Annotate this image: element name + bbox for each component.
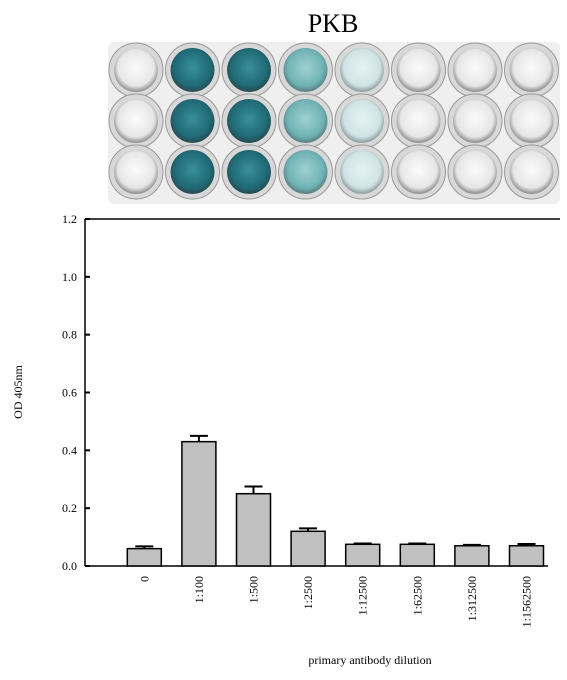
bar (346, 544, 380, 566)
y-axis-label: OD 405nm (11, 365, 25, 419)
x-tick-label: 1:12500 (356, 576, 370, 615)
bar (237, 494, 271, 566)
bar (291, 531, 325, 566)
well (397, 48, 441, 92)
y-tick-label: 0.0 (62, 559, 77, 573)
well (510, 150, 554, 194)
well (397, 150, 441, 194)
x-axis-label: primary antibody dilution (308, 653, 431, 667)
bar (127, 549, 161, 566)
bar (455, 546, 489, 566)
chart: PKB OD 405nm primary antibody dilution 0… (0, 0, 567, 675)
x-tick-label: 0 (137, 576, 151, 582)
x-tick-label: 1:2500 (301, 576, 315, 609)
bar (510, 546, 544, 566)
well (340, 48, 384, 92)
well (340, 99, 384, 143)
x-tick-label: 1:1562500 (520, 576, 534, 627)
well (227, 99, 271, 143)
y-tick-label: 0.8 (62, 328, 77, 342)
well (114, 99, 158, 143)
y-tick-label: 0.4 (62, 443, 77, 457)
well (284, 48, 328, 92)
well (453, 99, 497, 143)
well (227, 48, 271, 92)
well (340, 150, 384, 194)
bar (400, 544, 434, 566)
well (284, 150, 328, 194)
well (510, 99, 554, 143)
well (114, 48, 158, 92)
well (171, 99, 215, 143)
well (227, 150, 271, 194)
x-tick-label: 1:500 (247, 576, 261, 603)
well (114, 150, 158, 194)
well (171, 150, 215, 194)
well (171, 48, 215, 92)
x-tick-label: 1:312500 (465, 576, 479, 621)
bar (182, 442, 216, 566)
y-tick-label: 1.2 (62, 212, 77, 226)
well (510, 48, 554, 92)
y-tick-label: 1.0 (62, 270, 77, 284)
x-tick-label: 1:100 (192, 576, 206, 603)
well (453, 48, 497, 92)
well (397, 99, 441, 143)
y-tick-label: 0.2 (62, 501, 77, 515)
chart-title: PKB (308, 9, 359, 38)
y-tick-label: 0.6 (62, 386, 77, 400)
x-tick-label: 1:62500 (410, 576, 424, 615)
well (453, 150, 497, 194)
well (284, 99, 328, 143)
plate-image (108, 42, 560, 204)
